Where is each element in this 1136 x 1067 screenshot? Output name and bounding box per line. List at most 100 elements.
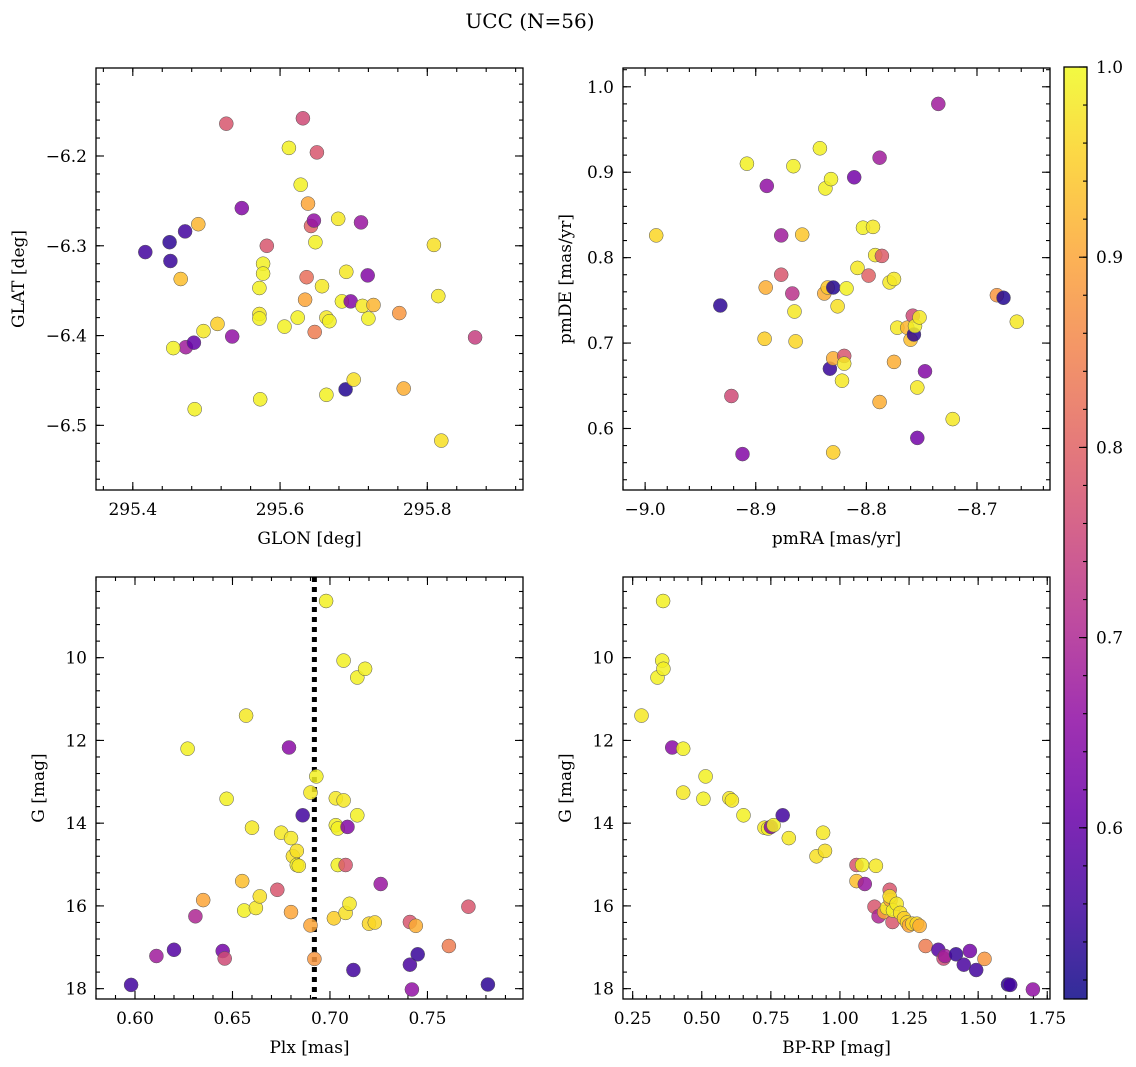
data-point (238, 708, 254, 723)
data-point (850, 260, 865, 276)
data-point (339, 264, 354, 280)
x-tick-label: 295.4 (108, 500, 157, 520)
data-point (300, 196, 316, 211)
data-point (968, 962, 984, 978)
data-point (281, 740, 297, 755)
data-point (166, 340, 181, 356)
data-point (224, 329, 240, 344)
y-tick-label: 16 (65, 897, 87, 917)
figure-title: UCC (N=56) (465, 9, 594, 33)
data-point (825, 280, 841, 295)
data-point (255, 266, 271, 281)
data-point (283, 904, 299, 920)
data-point (338, 382, 353, 397)
data-point (163, 253, 178, 269)
data-point (758, 280, 773, 295)
data-point (177, 224, 193, 239)
data-point (724, 793, 740, 808)
y-tick-label: 16 (592, 897, 614, 917)
data-point (735, 446, 750, 462)
colorbar-tick-label: 1.0 (1096, 58, 1123, 78)
data-point (404, 982, 420, 997)
data-point (270, 882, 285, 898)
data-point (868, 858, 884, 874)
data-point (812, 141, 828, 156)
x-tick-label: 0.50 (683, 1009, 721, 1029)
data-point (283, 830, 299, 846)
x-tick-label: −9.0 (624, 500, 665, 520)
plot-frame (95, 67, 524, 491)
data-point (1025, 982, 1041, 997)
data-point (319, 387, 334, 403)
data-point (210, 316, 225, 332)
data-point (281, 140, 297, 156)
data-point (293, 177, 308, 192)
data-point (162, 234, 177, 250)
data-point (361, 311, 376, 326)
y-axis-label: G [mag] (556, 753, 576, 822)
colorbar: 0.6 0.7 0.8 0.9 1.0 (1063, 58, 1123, 1000)
data-point (713, 298, 728, 313)
data-point (303, 918, 318, 933)
data-point (724, 388, 739, 404)
y-axis-label: G [mag] (29, 753, 49, 822)
colorbar-gradient (1064, 67, 1087, 999)
y-tick-label: −6.5 (46, 416, 87, 436)
data-point (648, 228, 664, 243)
x-tick-label: 0.60 (116, 1009, 154, 1029)
data-point (303, 785, 318, 800)
data-point (336, 653, 351, 668)
y-tick-label: 14 (65, 814, 87, 834)
x-axis-label: Plx [mas] (269, 1038, 349, 1058)
data-point (461, 899, 476, 914)
x-tick-label: −8.8 (846, 500, 887, 520)
data-point (434, 433, 449, 448)
data-point (408, 918, 424, 934)
data-point (854, 857, 870, 873)
data-point (788, 334, 803, 349)
data-point (309, 145, 325, 160)
data-point (910, 380, 925, 395)
y-axis-label: GLAT [deg] (9, 230, 29, 328)
plot-frame (622, 576, 1051, 1000)
data-point (187, 401, 202, 417)
colorbar-tick-label: 0.7 (1096, 629, 1123, 649)
y-tick-label: 18 (65, 980, 87, 1000)
panels: 295.4 295.6 295.8 −6.2 −6.3 −6.4 −6.5 GLON [deg… (9, 67, 1066, 1058)
data-point (195, 892, 211, 908)
data-point (830, 299, 845, 314)
data-point (696, 791, 711, 807)
x-tick-label: 0.70 (311, 1009, 349, 1029)
data-point (634, 708, 649, 723)
data-point (396, 381, 411, 396)
data-point (846, 170, 862, 185)
data-point (431, 288, 446, 304)
data-point (675, 741, 691, 756)
data-point (757, 331, 772, 347)
data-point (259, 238, 275, 254)
data-point (865, 219, 881, 235)
data-point (186, 335, 202, 350)
data-point (823, 171, 839, 187)
data-point (367, 915, 383, 930)
data-point (340, 819, 355, 835)
data-point (219, 116, 234, 131)
data-point (252, 392, 268, 407)
y-tick-label: 10 (592, 649, 614, 669)
data-point (794, 227, 810, 242)
data-point (299, 269, 314, 285)
data-point (252, 889, 268, 904)
data-point (785, 286, 800, 301)
data-point (1002, 977, 1018, 993)
data-point (217, 951, 232, 966)
data-point (834, 373, 850, 388)
data-point (295, 808, 310, 823)
data-point (977, 951, 992, 967)
x-tick-label: 0.75 (752, 1009, 790, 1029)
plot-frame (622, 67, 1051, 491)
plot-frame (95, 576, 524, 1000)
data-point (931, 96, 946, 112)
data-point (655, 593, 671, 609)
data-point (815, 825, 831, 840)
data-point (234, 200, 250, 216)
